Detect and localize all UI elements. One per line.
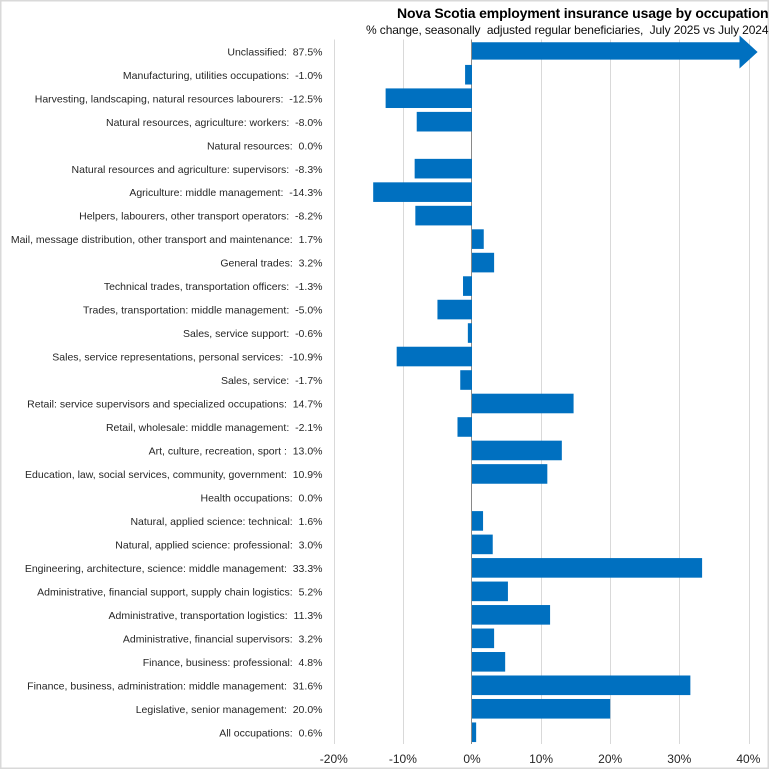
svg-text:-20%: -20% xyxy=(320,752,348,766)
svg-text:Natural, applied science: tech: Natural, applied science: technical: 1.6… xyxy=(130,516,322,528)
svg-text:% change, seasonally adjusted: % change, seasonally adjusted regular be… xyxy=(366,23,769,37)
svg-text:Art, culture, recreation, spor: Art, culture, recreation, sport : 13.0% xyxy=(149,446,323,458)
svg-text:Natural resources: 0.0%: Natural resources: 0.0% xyxy=(207,140,323,152)
svg-text:Sales, service: -1.7%: Sales, service: -1.7% xyxy=(221,375,323,387)
svg-text:Sales, service representations: Sales, service representations, personal… xyxy=(52,352,322,364)
svg-text:Administrative, financial supp: Administrative, financial support, suppl… xyxy=(37,586,322,598)
svg-text:Administrative, financial supe: Administrative, financial supervisors: 3… xyxy=(123,633,323,645)
svg-text:Natural, applied science: prof: Natural, applied science: professional: … xyxy=(115,539,322,551)
svg-text:Sales, service support: -0.6%: Sales, service support: -0.6% xyxy=(183,328,322,340)
svg-text:Natural resources and agricult: Natural resources and agriculture: super… xyxy=(72,164,323,176)
svg-text:Harvesting, landscaping, natur: Harvesting, landscaping, natural resourc… xyxy=(35,93,323,105)
svg-text:Administrative, transportation: Administrative, transportation logistics… xyxy=(109,610,323,622)
svg-text:Technical trades, transportati: Technical trades, transportation officer… xyxy=(104,281,323,293)
svg-text:Natural resources, agriculture: Natural resources, agriculture: workers:… xyxy=(106,117,323,129)
svg-text:10%: 10% xyxy=(529,752,553,766)
svg-text:Unclassified: 87.5%: Unclassified: 87.5% xyxy=(227,46,322,58)
svg-text:0%: 0% xyxy=(463,752,481,766)
svg-text:30%: 30% xyxy=(667,752,691,766)
svg-text:-10%: -10% xyxy=(389,752,417,766)
svg-text:20%: 20% xyxy=(598,752,622,766)
svg-text:Finance, business: professiona: Finance, business: professional: 4.8% xyxy=(143,657,323,669)
svg-text:Helpers, labourers, other tran: Helpers, labourers, other transport oper… xyxy=(79,211,322,223)
svg-text:Mail, message distribution, ot: Mail, message distribution, other transp… xyxy=(11,234,323,246)
svg-text:General trades: 3.2%: General trades: 3.2% xyxy=(220,258,322,270)
svg-text:40%: 40% xyxy=(736,752,760,766)
svg-text:Education, law, social service: Education, law, social services, communi… xyxy=(25,469,322,481)
svg-text:Health occupations: 0.0%: Health occupations: 0.0% xyxy=(201,493,323,505)
svg-text:Agriculture: middle management: Agriculture: middle management: -14.3% xyxy=(129,187,322,199)
svg-text:Nova Scotia employment insuran: Nova Scotia employment insurance usage b… xyxy=(397,5,768,21)
svg-text:Trades, transportation: middle: Trades, transportation: middle managemen… xyxy=(83,305,322,317)
svg-text:All occupations: 0.6%: All occupations: 0.6% xyxy=(219,727,322,739)
svg-text:Legislative, senior management: Legislative, senior management: 20.0% xyxy=(136,704,323,716)
svg-text:Finance, business, administrat: Finance, business, administration: middl… xyxy=(27,680,322,692)
svg-text:Manufacturing, utilities occup: Manufacturing, utilities occupations: -1… xyxy=(123,70,323,82)
svg-text:Retail, wholesale: middle mana: Retail, wholesale: middle management: -2… xyxy=(106,422,323,434)
svg-text:Engineering, architecture, sci: Engineering, architecture, science: midd… xyxy=(25,563,323,575)
svg-text:Retail: service supervisors an: Retail: service supervisors and speciali… xyxy=(27,399,322,411)
